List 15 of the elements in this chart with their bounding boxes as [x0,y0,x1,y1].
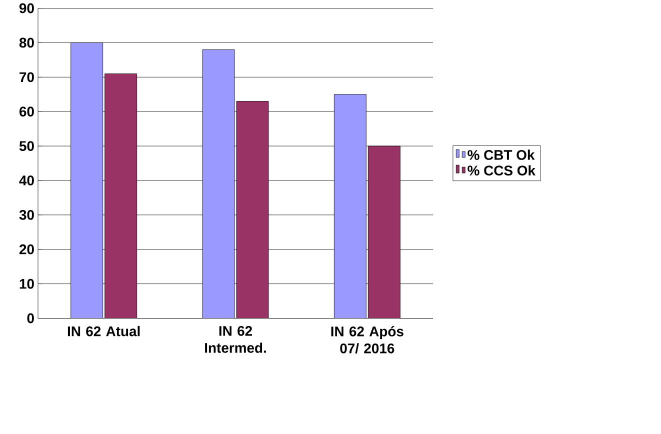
y-tick-label: 50 [19,140,34,151]
y-tick-label: 0 [27,313,34,324]
y-tick-label: 20 [19,244,34,254]
x-tick-label: IN 62 Após 07/ 2016 [331,326,404,354]
y-tick-label: 30 [19,210,34,220]
y-tick-label: 80 [19,38,34,48]
x-tick-label: IN 62 Intermed. [205,326,266,353]
y-tick-label: 90 [19,3,34,14]
y-tick-label: 40 [19,175,34,186]
legend-label: % CCS Ok [468,165,536,176]
y-tick-label: 10 [20,278,34,289]
y-tick-label: 60 [19,106,34,116]
x-tick-label: IN 62 Atual [68,326,140,336]
legend-label: % CBT Ok [468,150,535,160]
y-tick-label: 70 [20,72,34,82]
